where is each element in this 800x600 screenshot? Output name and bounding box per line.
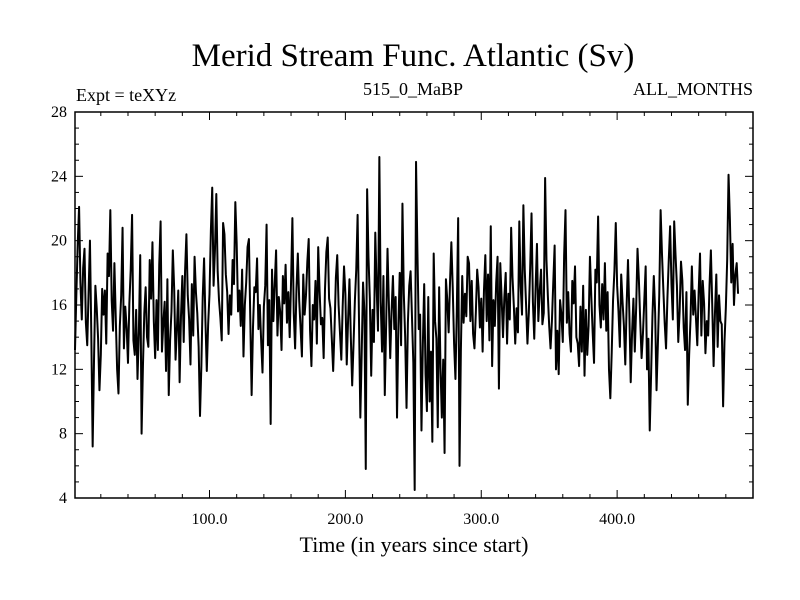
x-tick-label: 200.0 xyxy=(327,511,363,528)
y-axis: 4 8 12 16 20 24 28 xyxy=(51,104,753,507)
experiment-label: Expt = teXYz xyxy=(76,85,176,105)
series-layer xyxy=(74,156,740,491)
series-line xyxy=(74,156,740,491)
run-label: 515_0_MaBP xyxy=(363,79,463,99)
y-tick-label: 24 xyxy=(51,168,67,185)
x-tick-label: 100.0 xyxy=(192,511,228,528)
y-tick-label: 12 xyxy=(51,361,67,378)
x-tick-label: 300.0 xyxy=(463,511,499,528)
y-tick-label: 20 xyxy=(51,233,67,250)
y-tick-label: 4 xyxy=(59,490,67,507)
chart-title: Merid Stream Func. Atlantic (Sv) xyxy=(192,38,635,74)
x-axis-label: Time (in years since start) xyxy=(300,532,529,557)
y-tick-label: 28 xyxy=(51,104,67,121)
months-label: ALL_MONTHS xyxy=(633,79,753,99)
x-tick-label: 400.0 xyxy=(599,511,635,528)
x-axis: 100.0 200.0 300.0 400.0 xyxy=(100,112,727,528)
y-tick-label: 8 xyxy=(59,426,67,443)
y-tick-label: 16 xyxy=(51,297,67,314)
